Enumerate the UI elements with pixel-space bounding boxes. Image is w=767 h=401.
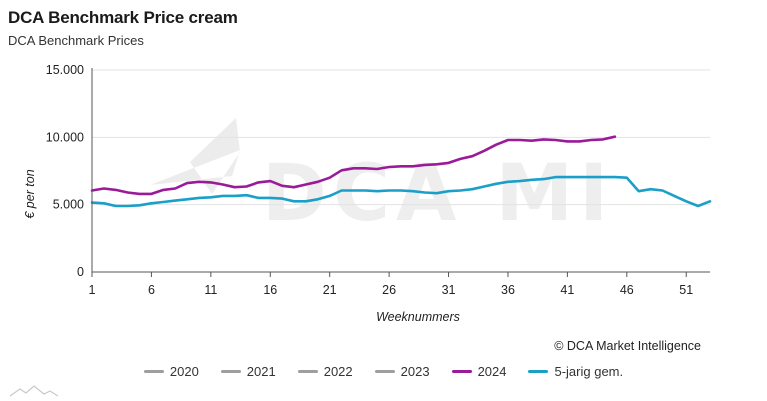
x-tick-label: 41 bbox=[560, 283, 574, 297]
x-tick-label: 11 bbox=[204, 283, 217, 297]
legend-swatch bbox=[451, 370, 472, 373]
legend-label: 2021 bbox=[246, 364, 276, 379]
chart-subtitle: DCA Benchmark Prices bbox=[8, 33, 144, 48]
legend-item-2022[interactable]: 2022 bbox=[297, 364, 353, 379]
x-tick-label: 21 bbox=[323, 283, 337, 297]
y-axis-label: € per ton bbox=[23, 169, 37, 218]
legend-swatch bbox=[143, 370, 164, 373]
legend-swatch bbox=[297, 370, 318, 373]
y-tick-label: 10.000 bbox=[46, 130, 84, 144]
chart-legend: 2020 2021 2022 2023 2024 5-jarig gem. bbox=[0, 364, 767, 379]
x-tick-label: 6 bbox=[148, 283, 155, 297]
legend-item-2023[interactable]: 2023 bbox=[374, 364, 430, 379]
legend-label: 5-jarig gem. bbox=[554, 364, 624, 379]
y-tick-label: 15.000 bbox=[46, 63, 84, 77]
y-tick-label: 0 bbox=[77, 265, 84, 279]
x-tick-label: 31 bbox=[442, 283, 456, 297]
legend-label: 2024 bbox=[477, 364, 507, 379]
legend-label: 2022 bbox=[323, 364, 353, 379]
legend-label: 2023 bbox=[400, 364, 430, 379]
chart-title: DCA Benchmark Price cream bbox=[8, 8, 238, 27]
legend-item-2021[interactable]: 2021 bbox=[220, 364, 276, 379]
legend-item-2024[interactable]: 2024 bbox=[451, 364, 507, 379]
legend-item-2020[interactable]: 2020 bbox=[143, 364, 199, 379]
legend-label: 2020 bbox=[169, 364, 199, 379]
x-tick-label: 51 bbox=[679, 283, 693, 297]
x-tick-label: 16 bbox=[263, 283, 277, 297]
x-tick-label: 1 bbox=[89, 283, 96, 297]
copyright-credit: © DCA Market Intelligence bbox=[554, 339, 701, 353]
y-tick-label: 5.000 bbox=[53, 198, 84, 212]
series-line-2024 bbox=[90, 135, 617, 196]
legend-swatch bbox=[374, 370, 395, 373]
corner-mountain-icon bbox=[10, 385, 59, 397]
x-axis-label: Weeknummers bbox=[376, 310, 460, 324]
x-tick-label: 26 bbox=[382, 283, 396, 297]
x-tick-label: 46 bbox=[620, 283, 634, 297]
legend-swatch bbox=[220, 370, 241, 373]
legend-item-avg[interactable]: 5-jarig gem. bbox=[528, 364, 623, 379]
series-line-avg bbox=[90, 175, 712, 208]
legend-swatch bbox=[528, 370, 549, 373]
x-tick-label: 36 bbox=[501, 283, 515, 297]
